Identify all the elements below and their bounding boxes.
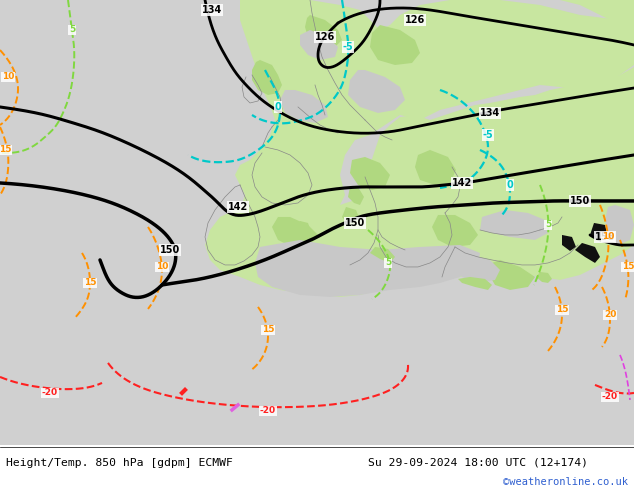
Text: 15: 15: [556, 305, 568, 315]
Polygon shape: [255, 240, 480, 297]
Polygon shape: [480, 210, 548, 240]
Text: 126: 126: [405, 15, 425, 25]
Polygon shape: [348, 187, 364, 205]
Text: 10: 10: [2, 73, 14, 81]
Polygon shape: [605, 205, 634, 245]
Text: -20: -20: [602, 392, 618, 401]
Text: 150: 150: [160, 245, 180, 255]
Text: ©weatheronline.co.uk: ©weatheronline.co.uk: [503, 477, 628, 487]
Text: 142: 142: [228, 202, 248, 212]
Text: Su 29-09-2024 18:00 UTC (12+174): Su 29-09-2024 18:00 UTC (12+174): [368, 458, 588, 468]
Text: 5: 5: [545, 220, 551, 229]
Polygon shape: [252, 60, 282, 95]
Text: -5: -5: [482, 130, 493, 140]
Text: 10: 10: [602, 232, 614, 242]
Polygon shape: [488, 260, 535, 290]
Text: 158: 158: [595, 232, 615, 242]
Text: 15: 15: [262, 325, 275, 335]
Text: 142: 142: [452, 178, 472, 188]
Text: 0: 0: [507, 180, 514, 190]
Text: -20: -20: [260, 406, 276, 416]
Polygon shape: [370, 247, 395, 263]
Text: 20: 20: [604, 311, 616, 319]
Polygon shape: [575, 243, 600, 263]
Text: 15: 15: [0, 146, 11, 154]
Polygon shape: [455, 253, 500, 283]
Text: 15: 15: [622, 263, 634, 271]
Polygon shape: [458, 277, 492, 290]
Polygon shape: [305, 15, 342, 47]
Polygon shape: [298, 221, 310, 231]
Polygon shape: [235, 0, 634, 255]
Text: -5: -5: [342, 42, 353, 52]
Polygon shape: [205, 0, 634, 297]
Text: Height/Temp. 850 hPa [gdpm] ECMWF: Height/Temp. 850 hPa [gdpm] ECMWF: [6, 458, 233, 468]
Polygon shape: [562, 235, 576, 251]
Polygon shape: [415, 150, 456, 185]
Text: 134: 134: [480, 108, 500, 118]
Polygon shape: [300, 30, 338, 60]
Polygon shape: [280, 90, 328, 123]
Polygon shape: [370, 25, 420, 65]
Polygon shape: [350, 157, 390, 190]
Polygon shape: [590, 223, 608, 240]
Text: 5: 5: [385, 258, 391, 268]
Polygon shape: [342, 207, 360, 227]
Text: 126: 126: [315, 32, 335, 42]
Polygon shape: [432, 215, 478, 247]
Text: -20: -20: [42, 389, 58, 397]
Text: 150: 150: [570, 196, 590, 206]
Text: 10: 10: [156, 263, 168, 271]
Polygon shape: [348, 70, 405, 113]
Text: 0: 0: [275, 102, 281, 112]
Text: 15: 15: [84, 278, 96, 288]
Polygon shape: [272, 217, 318, 247]
Text: 5: 5: [69, 25, 75, 34]
Text: 134: 134: [202, 5, 222, 15]
Text: 150: 150: [345, 218, 365, 228]
Polygon shape: [536, 272, 552, 283]
